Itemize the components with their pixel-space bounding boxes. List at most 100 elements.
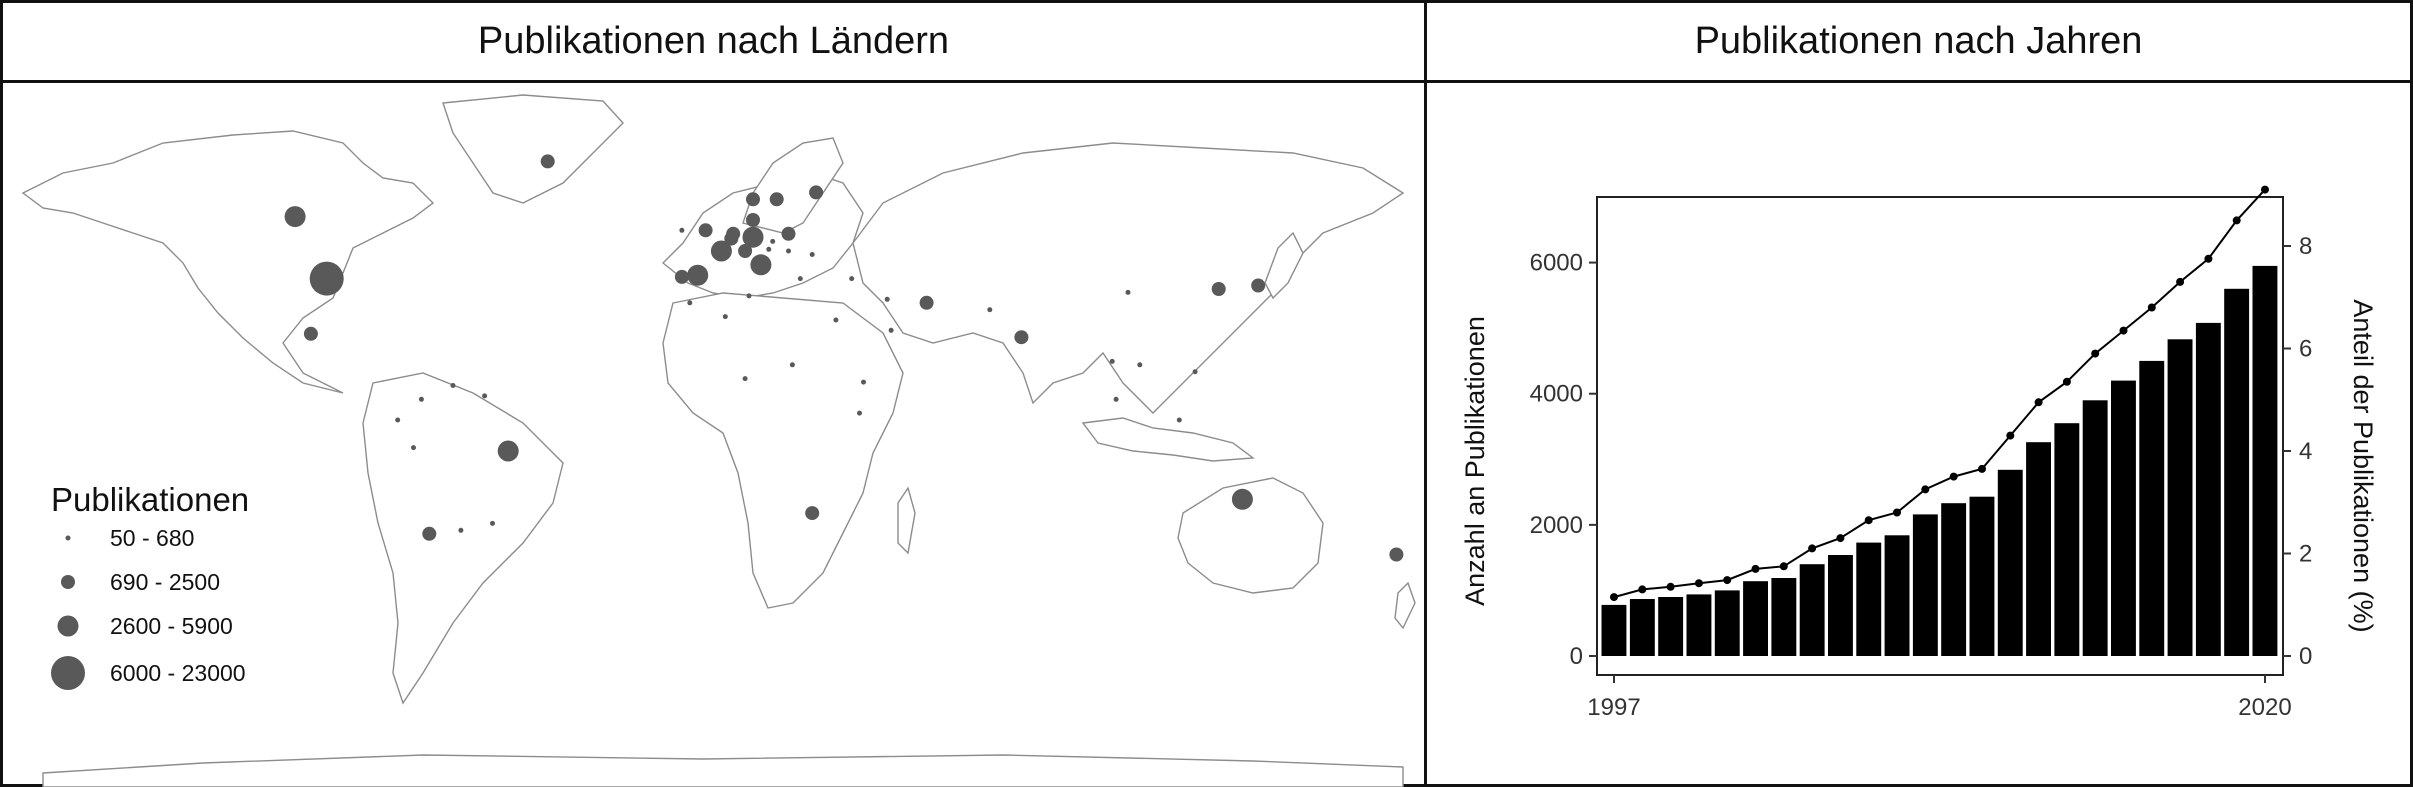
line-point xyxy=(1638,585,1647,594)
line-point xyxy=(2034,398,2043,407)
y-tick-label: 2000 xyxy=(1530,512,1583,539)
land-scandinavia xyxy=(742,137,844,234)
country-bubble xyxy=(309,261,344,296)
country-bubble xyxy=(849,276,855,282)
share-line xyxy=(1613,188,2266,599)
country-bubble xyxy=(797,276,803,282)
line-point xyxy=(1666,582,1675,591)
map-legend: Publikationen 50 - 680 690 - 2500 2600 -… xyxy=(51,481,249,690)
world-map: Publikationen 50 - 680 690 - 2500 2600 -… xyxy=(21,94,1416,787)
y-axis-left: 0 2000 4000 6000 xyxy=(1530,250,1597,670)
y-tick-label: 4000 xyxy=(1530,381,1583,408)
line-point xyxy=(1978,464,1986,473)
country-bubble xyxy=(857,410,862,416)
country-bubble xyxy=(805,506,820,521)
country-bubble xyxy=(303,326,318,341)
country-bubble xyxy=(1109,358,1115,364)
country-bubble xyxy=(418,396,424,402)
bar xyxy=(1629,599,1655,656)
country-bubble xyxy=(698,223,713,238)
legend-label-3: 2600 - 5900 xyxy=(110,613,233,639)
chart-panel: Publikationen nach Jahren 0 2000 4000 6000 … xyxy=(1424,0,2413,787)
bar xyxy=(1686,594,1712,656)
country-bubble xyxy=(1176,417,1182,423)
line-point xyxy=(2232,216,2241,225)
legend-label-4: 6000 - 23000 xyxy=(110,660,246,686)
legend-symbol-4 xyxy=(51,656,85,690)
bar-line-chart: 0 2000 4000 6000 0 2 4 6 8 1997 2020 Anzahl an P… xyxy=(1460,185,2378,721)
bar xyxy=(2082,400,2108,656)
legend-symbol-1 xyxy=(65,535,71,541)
line-point xyxy=(2119,326,2128,335)
country-bubble xyxy=(750,254,772,276)
bar xyxy=(2195,322,2221,656)
bar xyxy=(1912,514,1938,656)
chart-area: 0 2000 4000 6000 0 2 4 6 8 1997 2020 Anzahl an P… xyxy=(1427,83,2410,784)
line-point xyxy=(1949,472,1958,481)
line-point xyxy=(1921,485,1930,494)
line-point xyxy=(1610,593,1618,602)
y2-axis-title: Anteil der Publikationen (%) xyxy=(2348,299,2378,632)
country-bubble xyxy=(884,296,890,302)
bar xyxy=(2167,339,2193,656)
country-bubble xyxy=(540,154,555,169)
bar xyxy=(1771,578,1797,656)
y-axis-right: 0 2 4 6 8 xyxy=(2283,233,2312,670)
country-bubble xyxy=(809,185,824,200)
country-bubble xyxy=(482,393,488,399)
line-point xyxy=(2261,185,2269,194)
y-tick-label: 6000 xyxy=(1530,250,1583,277)
line-series xyxy=(1610,185,2269,602)
land-new-zealand xyxy=(1394,581,1416,630)
country-bubble xyxy=(490,520,495,526)
country-bubble xyxy=(919,295,934,310)
bar xyxy=(1997,469,2023,656)
land-indonesia xyxy=(1081,417,1255,462)
country-bubble xyxy=(1251,278,1266,293)
country-bubble xyxy=(770,238,776,244)
land-south-america xyxy=(362,372,564,705)
bar xyxy=(1856,542,1882,656)
bar xyxy=(1828,555,1853,656)
country-bubble xyxy=(710,240,732,262)
bar xyxy=(1601,604,1627,656)
country-bubble xyxy=(888,327,894,333)
line-point xyxy=(2176,277,2185,286)
country-bubble xyxy=(786,248,791,254)
bar xyxy=(1969,496,1995,656)
country-bubble xyxy=(746,192,760,207)
country-bubble xyxy=(1192,369,1198,375)
land-asia xyxy=(852,142,1405,414)
line-point xyxy=(1694,579,1703,588)
country-bubble xyxy=(458,527,464,533)
country-bubble xyxy=(809,252,815,257)
land-antarctica xyxy=(42,754,1404,787)
line-point xyxy=(1751,564,1760,573)
y2-tick-label: 2 xyxy=(2299,541,2312,568)
bar xyxy=(1799,564,1825,656)
country-bubble xyxy=(1125,289,1131,295)
y2-tick-label: 0 xyxy=(2299,643,2312,670)
country-bubble xyxy=(674,269,689,284)
line-point xyxy=(2062,377,2071,386)
bar xyxy=(1941,503,1967,656)
country-bubble xyxy=(789,362,795,368)
country-bubble xyxy=(1389,547,1404,562)
line-point xyxy=(2147,303,2156,312)
bar-series xyxy=(1601,265,2278,656)
country-bubble xyxy=(1231,488,1253,510)
land-africa xyxy=(662,292,904,609)
map-panel: Publikationen nach Ländern xyxy=(0,0,1427,787)
country-bubble xyxy=(861,379,866,385)
bar xyxy=(2026,442,2051,656)
bar xyxy=(1658,597,1684,656)
country-bubble xyxy=(769,192,784,207)
country-bubble xyxy=(450,383,456,388)
bar xyxy=(1743,581,1768,656)
country-bubble xyxy=(738,244,753,258)
map-panel-title: Publikationen nach Ländern xyxy=(3,3,1424,83)
x-axis: 1997 2020 xyxy=(1587,675,2292,721)
country-bubble xyxy=(746,293,752,299)
bar xyxy=(2139,360,2165,656)
line-point xyxy=(2006,431,2015,440)
